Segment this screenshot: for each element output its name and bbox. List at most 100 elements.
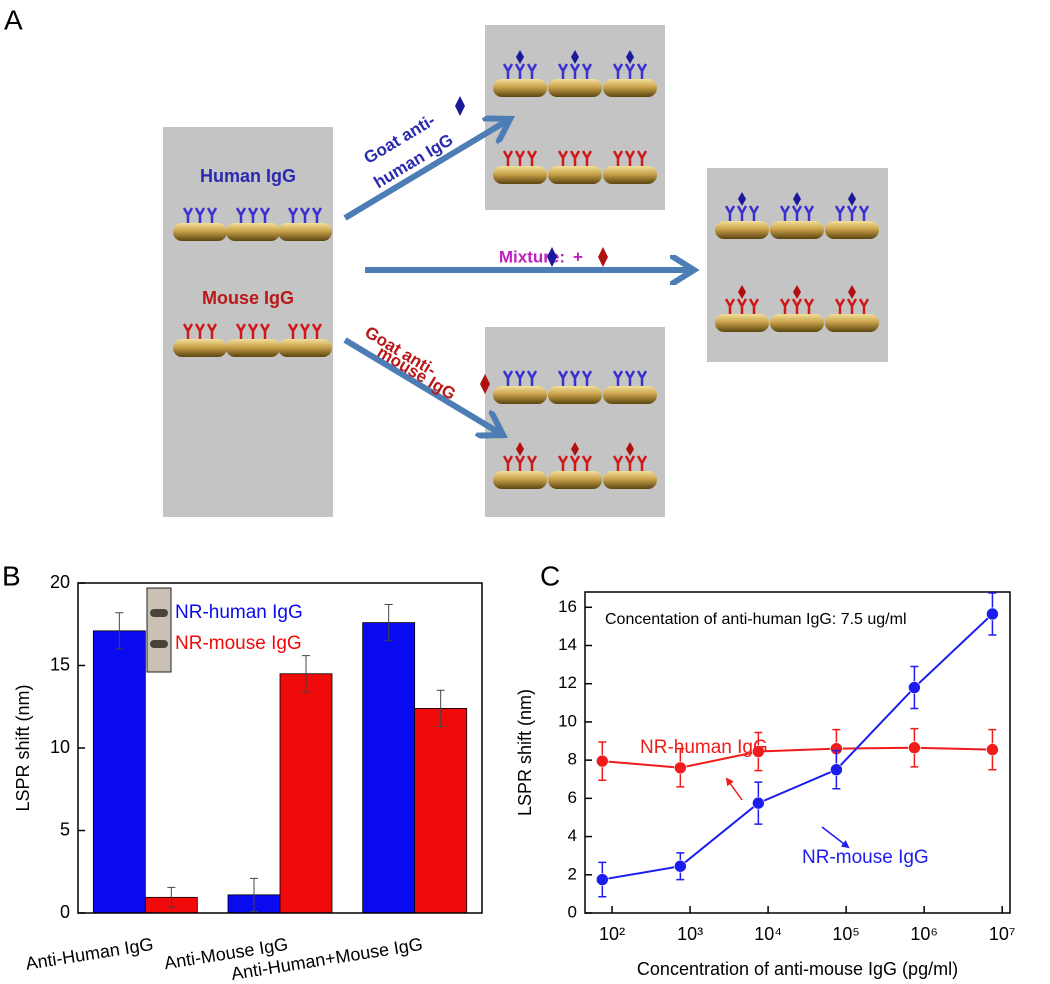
x-tick-label: 10³ [677,924,703,944]
antigen [793,285,801,299]
gold-rod [548,386,602,404]
antibody [569,63,581,79]
antibody [502,370,514,386]
series-label: NR-human IgG [640,737,768,758]
x-tick-label: 10⁴ [754,924,782,944]
nanorods [173,50,879,489]
y-tick-label: 20 [50,572,70,592]
y-tick-label: 0 [568,902,577,921]
y-axis-label: LSPR shift (nm) [515,689,535,816]
diamond [598,247,608,267]
antibody [194,323,206,339]
line [602,613,994,881]
antigen [571,442,579,456]
gold-rod [715,221,769,239]
antibody [834,205,846,221]
x-tick-label: 10⁵ [832,924,859,944]
gold-rod [173,223,227,241]
y-tick-label: 15 [50,654,70,674]
antibody [514,150,526,166]
antibody [581,63,593,79]
antibody [858,205,870,221]
y-tick-label: 10 [558,711,577,730]
antibody [636,150,648,166]
diamond [480,374,490,394]
gold-rod [493,166,547,184]
antibody [247,323,259,339]
chart-c: 0 2 4 6 8 10 12 14 16 10² 10³ 10⁴ 10⁵ 10⁶ 10⁷ Concentat… [515,591,1015,979]
point [752,745,765,758]
annotation-arrow [821,826,850,849]
arrow [343,337,498,432]
x-tick-label: 10⁶ [910,924,937,944]
antibody [779,205,791,221]
antibody [581,370,593,386]
antibody [803,298,815,314]
inset-blot [146,587,172,673]
antibody [736,298,748,314]
panel-label: C [540,560,560,591]
error-bar [167,886,176,908]
antigen [793,192,801,206]
label: + [573,247,583,266]
y-axis-label: LSPR shift (nm) [13,684,33,811]
antibody [748,205,760,221]
error-bar [384,603,393,642]
antibody [736,205,748,221]
label: Mixture: [499,247,565,266]
antibody [287,207,299,223]
antibody [748,298,760,314]
panel-label: B [2,560,21,591]
gold-rod [770,314,824,332]
antigen [848,285,856,299]
annotation: Concentation of anti-human IgG: 7.5 ug/m… [605,611,907,628]
y-tick-label: 6 [568,788,577,807]
antibody [724,298,736,314]
antibody [636,455,648,471]
antigen [626,50,634,64]
point [674,761,687,775]
gold-rod [226,339,280,357]
error-bar [436,689,445,728]
antibody [182,323,194,339]
x-tick-label: 10² [599,924,625,944]
point [986,743,999,756]
antibody [858,298,870,314]
gold-rod [825,314,879,332]
antibody [624,63,636,79]
antibody [636,63,648,79]
antibody [834,298,846,314]
antibody [526,455,538,471]
blot-band [150,640,168,648]
antibody [235,207,247,223]
gold-rod [548,166,602,184]
y-tick-label: 12 [558,673,577,692]
substrate [163,127,333,517]
arrow [343,122,505,221]
gold-rod [173,339,227,357]
frame [584,591,1011,914]
antibody [624,455,636,471]
point [752,796,765,810]
panel-label: A [4,4,23,35]
antigen [516,442,524,456]
error-bar [302,655,310,693]
y-tick-label: 5 [60,819,70,839]
antibody [247,207,259,223]
gold-rod [825,221,879,239]
legend-label: NR-mouse IgG [175,633,302,654]
point [596,873,609,886]
antibody [514,370,526,386]
gold-rod [493,386,547,404]
y-tick-label: 8 [568,750,577,769]
antibody [526,150,538,166]
label: Mouse IgG [202,288,294,308]
antibody [502,63,514,79]
antibody [311,323,323,339]
error-bar [115,612,124,650]
antibody [612,63,624,79]
antigen [738,285,746,299]
antibody [724,205,736,221]
point [830,763,843,776]
